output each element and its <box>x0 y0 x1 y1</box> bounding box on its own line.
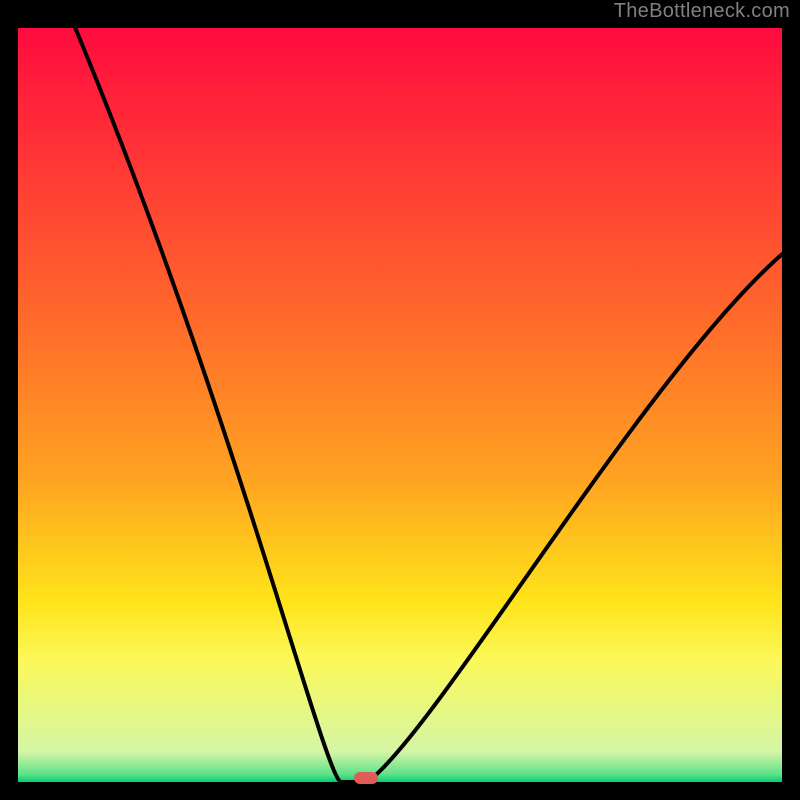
chart-frame: TheBottleneck.com <box>0 0 800 800</box>
optimum-marker <box>354 772 378 784</box>
bottleneck-curve <box>0 0 800 800</box>
